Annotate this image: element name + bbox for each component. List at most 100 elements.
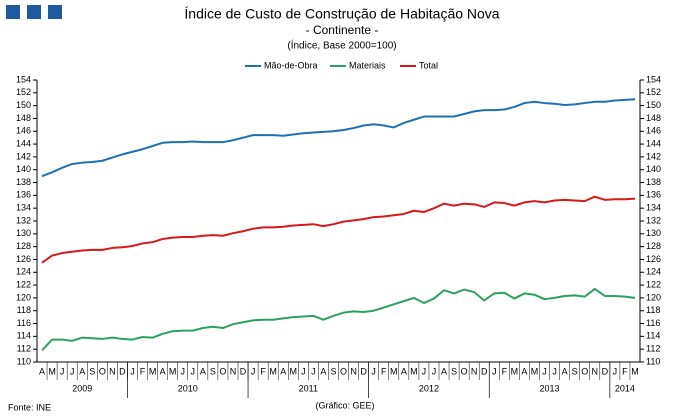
x-tick-label: D	[119, 366, 126, 376]
x-tick-label: N	[109, 366, 116, 376]
x-tick-label: J	[542, 366, 547, 376]
y-tick-label: 144	[16, 138, 31, 148]
y-tick-label: 120	[16, 292, 31, 302]
y2-tick-label: 118	[646, 305, 660, 315]
y-tick-label: 126	[16, 254, 31, 264]
x-tick-label: J	[180, 366, 185, 376]
x-tick-label: O	[461, 366, 468, 376]
y-tick-label: 118	[17, 305, 31, 315]
y-tick-label: 148	[16, 113, 31, 123]
x-tick-label: M	[290, 366, 298, 376]
x-tick-label: A	[521, 366, 527, 376]
x-tick-label: A	[320, 366, 326, 376]
x-tick-label: J	[301, 366, 306, 376]
y2-tick-label: 144	[646, 138, 661, 148]
x-tick-label: A	[441, 366, 447, 376]
x-tick-label: O	[99, 366, 106, 376]
x-tick-label: J	[191, 366, 196, 376]
x-tick-label: J	[371, 366, 376, 376]
y2-tick-label: 110	[646, 356, 660, 366]
x-tick-label: N	[230, 366, 237, 376]
x-tick-label: A	[39, 366, 45, 376]
y-tick-label: 134	[16, 203, 31, 213]
x-tick-label: J	[552, 366, 557, 376]
x-tick-label: A	[401, 366, 407, 376]
logo-block	[48, 5, 62, 19]
y-tick-label: 122	[16, 279, 31, 289]
x-tick-label: J	[613, 366, 618, 376]
y-tick-label: 146	[16, 126, 31, 136]
y-tick-label: 116	[17, 318, 31, 328]
legend-label: Mão-de-Obra	[264, 60, 318, 70]
x-tick-label: S	[451, 366, 457, 376]
y-tick-label: 130	[16, 228, 31, 238]
x-tick-label: J	[60, 366, 65, 376]
y-tick-label: 128	[16, 241, 31, 251]
y2-tick-label: 146	[646, 126, 661, 136]
x-tick-label: D	[240, 366, 247, 376]
y-tick-label: 142	[16, 151, 31, 161]
x-tick-label: J	[130, 366, 135, 376]
x-tick-label: F	[260, 366, 266, 376]
x-tick-label: J	[251, 366, 256, 376]
x-tick-label: A	[280, 366, 286, 376]
year-label: 2011	[299, 383, 318, 393]
y2-tick-label: 128	[646, 241, 661, 251]
y2-tick-label: 114	[646, 331, 660, 341]
x-tick-label: M	[269, 366, 277, 376]
x-tick-label: F	[622, 366, 628, 376]
y-tick-label: 110	[17, 356, 31, 366]
y2-tick-label: 134	[646, 203, 661, 213]
y2-tick-label: 120	[646, 292, 661, 302]
x-tick-label: A	[79, 366, 85, 376]
year-label: 2012	[419, 383, 439, 393]
legend-label: Materiais	[349, 60, 386, 70]
y2-tick-label: 136	[646, 190, 661, 200]
year-label: 2009	[72, 383, 92, 393]
logo-block	[27, 5, 41, 19]
x-tick-label: A	[160, 366, 166, 376]
x-tick-label: M	[149, 366, 157, 376]
y-tick-label: 138	[16, 177, 31, 187]
x-tick-label: S	[210, 366, 216, 376]
x-tick-label: M	[631, 366, 639, 376]
x-tick-label: J	[492, 366, 497, 376]
y-tick-label: 136	[16, 190, 31, 200]
source: Fonte: INE	[8, 402, 51, 412]
y-tick-label: 154	[16, 74, 31, 84]
y-tick-label: 152	[16, 87, 31, 97]
y-tick-label: 114	[17, 331, 31, 341]
y-tick-label: 150	[16, 100, 31, 110]
x-tick-label: F	[140, 366, 146, 376]
y2-tick-label: 138	[646, 177, 661, 187]
y2-tick-label: 112	[646, 344, 660, 354]
y-tick-label: 112	[17, 344, 31, 354]
x-tick-label: A	[562, 366, 568, 376]
series-line	[41, 195, 636, 264]
x-tick-label: A	[200, 366, 206, 376]
y2-tick-label: 142	[646, 151, 661, 161]
x-tick-label: J	[422, 366, 427, 376]
x-tick-label: J	[311, 366, 316, 376]
x-tick-label: M	[531, 366, 539, 376]
x-tick-label: F	[502, 366, 508, 376]
x-tick-label: M	[511, 366, 519, 376]
x-tick-label: D	[481, 366, 488, 376]
x-tick-label: J	[70, 366, 75, 376]
credit: (Gráfico: GEE)	[315, 400, 374, 410]
logo-block	[6, 5, 20, 19]
y-tick-label: 132	[16, 215, 31, 225]
x-tick-label: M	[48, 366, 56, 376]
x-tick-label: N	[350, 366, 357, 376]
series-line	[41, 287, 636, 352]
chart-subtitle: - Continente -	[306, 23, 379, 37]
x-tick-label: M	[410, 366, 418, 376]
x-tick-label: N	[471, 366, 478, 376]
x-tick-label: O	[581, 366, 588, 376]
x-tick-label: M	[169, 366, 177, 376]
x-tick-label: N	[592, 366, 599, 376]
y2-tick-label: 130	[646, 228, 661, 238]
x-tick-label: O	[340, 366, 347, 376]
y-tick-label: 124	[16, 267, 31, 277]
